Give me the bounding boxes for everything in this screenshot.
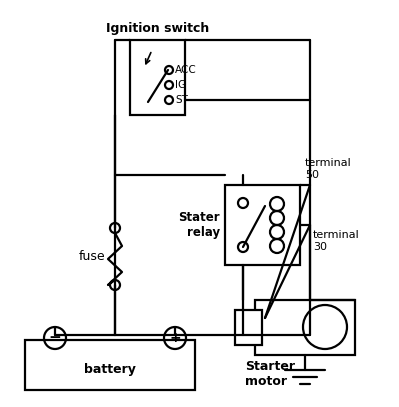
Text: battery: battery xyxy=(84,363,136,376)
Text: −: − xyxy=(49,330,61,346)
Bar xyxy=(225,185,300,265)
Text: Ignition switch: Ignition switch xyxy=(106,22,209,35)
Text: terminal
50: terminal 50 xyxy=(305,158,352,180)
Text: ST: ST xyxy=(175,95,188,105)
Bar xyxy=(235,310,262,345)
Text: terminal
30: terminal 30 xyxy=(313,230,360,252)
Bar xyxy=(130,40,185,115)
Text: Stater
relay: Stater relay xyxy=(178,211,220,239)
Bar xyxy=(25,340,195,390)
Text: Starter
motor: Starter motor xyxy=(245,360,295,388)
Text: fuse: fuse xyxy=(78,250,105,263)
Bar xyxy=(255,300,355,355)
Text: +: + xyxy=(169,331,181,345)
Text: ACC: ACC xyxy=(175,65,197,75)
Text: IG: IG xyxy=(175,80,186,90)
